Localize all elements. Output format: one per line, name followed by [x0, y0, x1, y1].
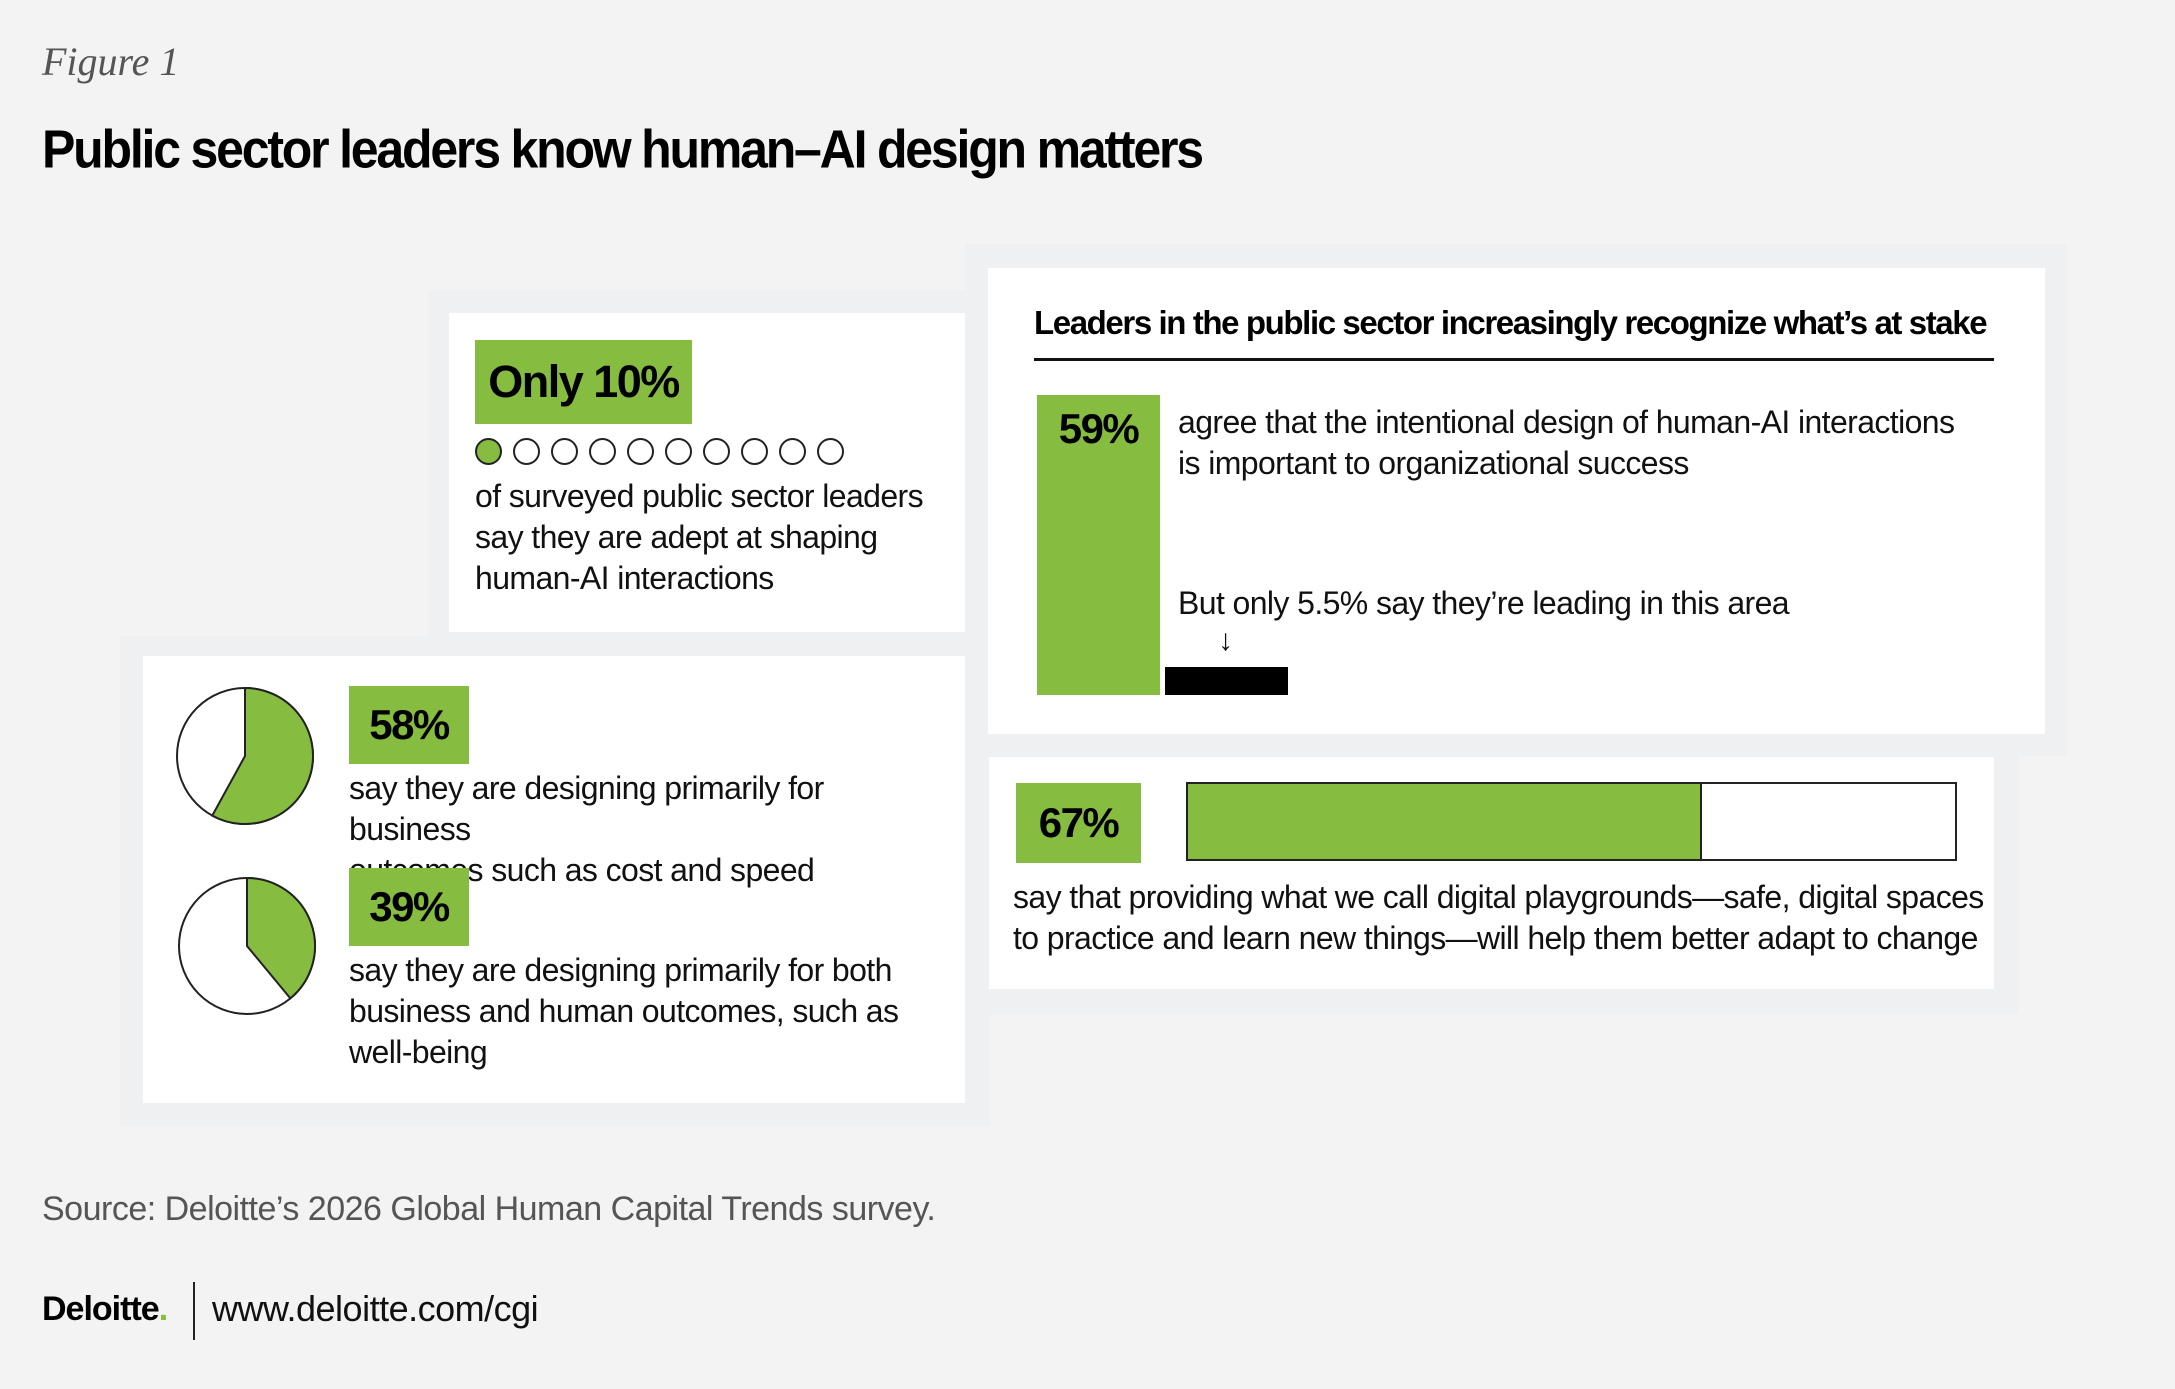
stat-10-badge-text: Only 10% [488, 356, 680, 407]
bar-59-description: agree that the intentional design of hum… [1178, 402, 1998, 484]
empty-dot [817, 438, 844, 465]
bar-67-badge: 67% [1016, 783, 1141, 863]
bar-5-5 [1165, 667, 1288, 695]
leading-text: But only 5.5% say they’re leading in thi… [1178, 585, 1790, 621]
pie-value-slice [246, 876, 316, 1000]
pie-58-badge-text: 58% [369, 701, 450, 748]
logo-text: Deloitte [42, 1290, 160, 1328]
pictogram-dots [475, 438, 844, 465]
arrow-down-icon: ↓ [1218, 624, 1233, 657]
bar-59 [1037, 395, 1160, 695]
pie-39-line: say they are designing primarily for bot… [349, 952, 892, 988]
bar-59-label: 59% [1058, 405, 1140, 452]
stat-10-line: say they are adept at shaping [475, 519, 878, 555]
pie-39-badge: 39% [349, 868, 469, 946]
website-link[interactable]: www.deloitte.com/cgi [212, 1288, 539, 1329]
deloitte-logo: Deloitte. [42, 1290, 169, 1329]
pie-39-line: business and human outcomes, such as [349, 993, 899, 1029]
stat-10-line: human-AI interactions [475, 560, 774, 596]
source-note: Source: Deloitte’s 2026 Global Human Cap… [42, 1190, 936, 1228]
logo-dot: . [158, 1290, 169, 1328]
pie-chart-58 [176, 686, 314, 825]
stat-10-line: of surveyed public sector leaders [475, 478, 924, 514]
bar-59-line: is important to organizational success [1178, 445, 1689, 481]
empty-dot [665, 438, 692, 465]
empty-dot [589, 438, 616, 465]
bar-67-line: say that providing what we call digital … [1013, 879, 1984, 915]
pie-39-badge-text: 39% [369, 883, 450, 930]
pie-58-badge: 58% [349, 686, 469, 764]
bar-67-description: say that providing what we call digital … [1013, 877, 1993, 959]
page-title: Public sector leaders know human–AI desi… [42, 119, 1204, 180]
pie-value-slice [210, 686, 314, 825]
empty-dot [741, 438, 768, 465]
stake-panel-heading: Leaders in the public sector increasingl… [1034, 304, 1988, 341]
heading-rule [1034, 358, 1994, 361]
progress-track [1186, 782, 1957, 861]
stat-10-badge: Only 10% [475, 340, 692, 424]
empty-dot [627, 438, 654, 465]
bar-67-badge-text: 67% [1038, 799, 1120, 846]
pie-chart-39 [178, 876, 316, 1015]
progress-fill [1188, 784, 1702, 859]
empty-dot [513, 438, 540, 465]
bar-67-line: to practice and learn new things—will he… [1013, 920, 1978, 956]
pie-58-line: say they are designing primarily for bus… [349, 770, 824, 847]
playgrounds-card: 67% say that providing what we call digi… [989, 757, 1994, 989]
pies-card: 58% say they are designing primarily for… [143, 656, 965, 1103]
empty-dot [551, 438, 578, 465]
stake-panel: Leaders in the public sector increasingl… [988, 268, 2045, 734]
filled-dot [475, 438, 502, 465]
bar-59-line: agree that the intentional design of hum… [1178, 404, 1955, 440]
stat-10-description: of surveyed public sector leaders say the… [475, 476, 955, 599]
empty-dot [703, 438, 730, 465]
pie-39-description: say they are designing primarily for bot… [349, 950, 949, 1073]
pie-39-line: well-being [349, 1034, 488, 1070]
stat-10-card: Only 10% of surveyed public sector leade… [449, 313, 965, 632]
figure-label: Figure 1 [42, 39, 180, 84]
empty-dot [779, 438, 806, 465]
footer-divider [193, 1282, 195, 1340]
